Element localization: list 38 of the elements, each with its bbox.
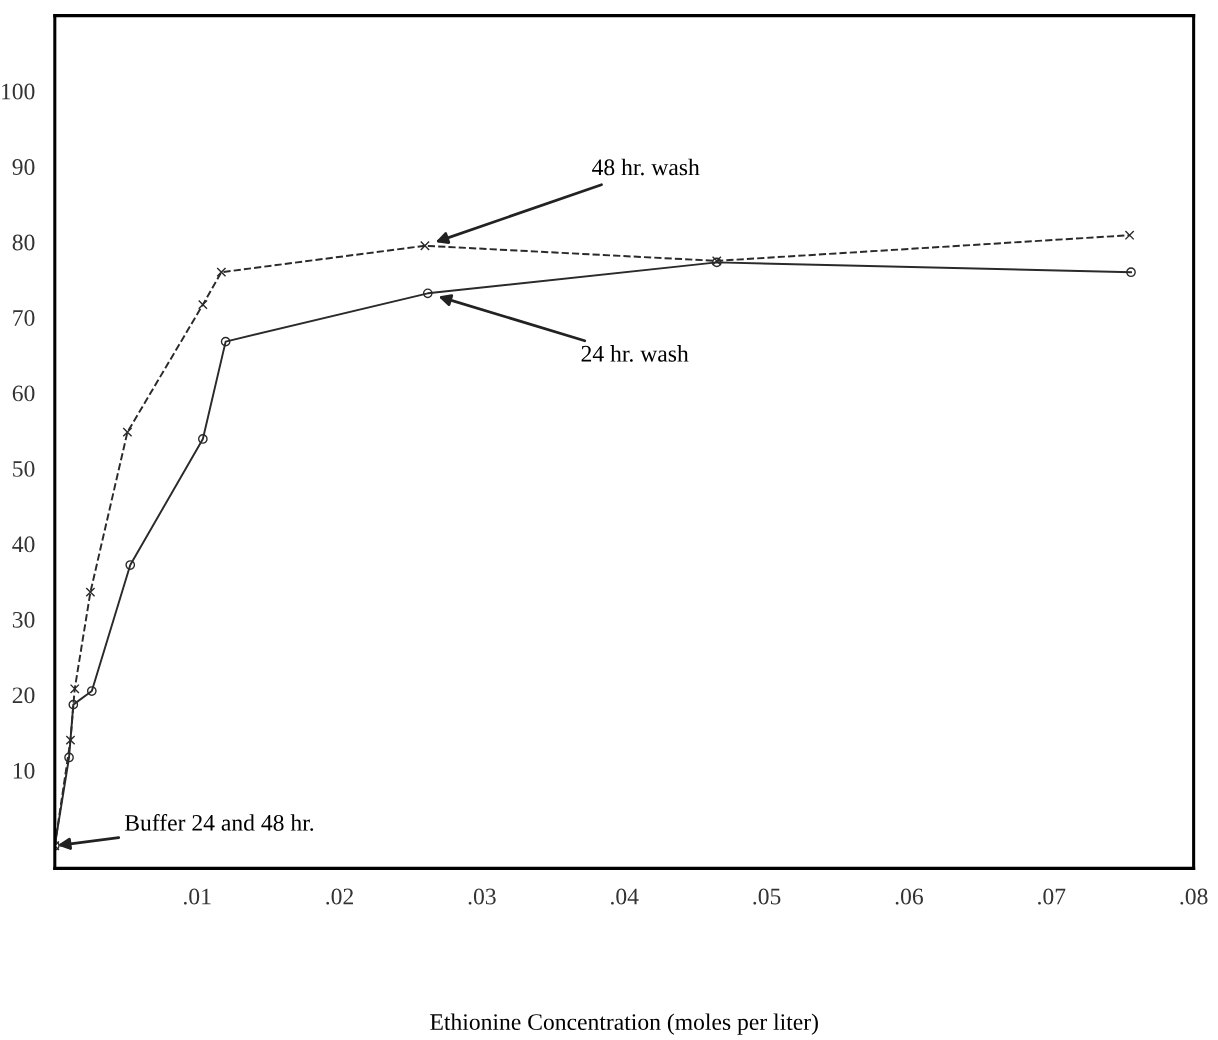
point [64, 752, 74, 763]
text: 48 hr. wash [592, 158, 700, 176]
x-tick-label: .03 [468, 888, 496, 905]
point [422, 288, 433, 299]
x-tick-label: .06 [895, 888, 923, 905]
point [420, 240, 430, 251]
point [220, 336, 231, 347]
point [69, 683, 80, 694]
x-tick-label: .01 [183, 888, 211, 905]
point [1126, 267, 1136, 278]
y-tick-label: 80 [12, 234, 35, 251]
x-tick-label: .05 [753, 888, 781, 905]
y-tick-label: 40 [12, 536, 35, 553]
y-tick-label: 90 [12, 159, 35, 175]
text: 24 hr. wash [581, 345, 689, 362]
point [85, 587, 96, 598]
y-tick-label: 20 [12, 687, 35, 704]
x-tick-label: .02 [326, 888, 353, 905]
y-tick-label: 50 [13, 460, 35, 477]
point [1124, 230, 1135, 241]
point [122, 427, 133, 438]
annotation: Buffer 24 and 48 hr. [124, 813, 314, 831]
y-tick-label: 10 [13, 762, 35, 779]
y-tick-label: 70 [13, 309, 35, 326]
point [86, 686, 97, 696]
point [68, 699, 79, 710]
x-axis-title: Ethionine Concentration (moles per liter) [430, 1013, 818, 1035]
x-tick-label: .08 [1180, 888, 1208, 905]
point [125, 560, 136, 570]
point [65, 735, 76, 745]
point [197, 434, 208, 444]
y-tick-label: 100 [2, 83, 35, 100]
x-tick-label: .07 [1038, 888, 1066, 905]
point [197, 299, 208, 310]
point [216, 267, 227, 278]
y-tick-label: 60 [12, 385, 35, 402]
x-tick-label: .04 [611, 888, 639, 905]
y-tick-label: 30 [12, 611, 35, 628]
